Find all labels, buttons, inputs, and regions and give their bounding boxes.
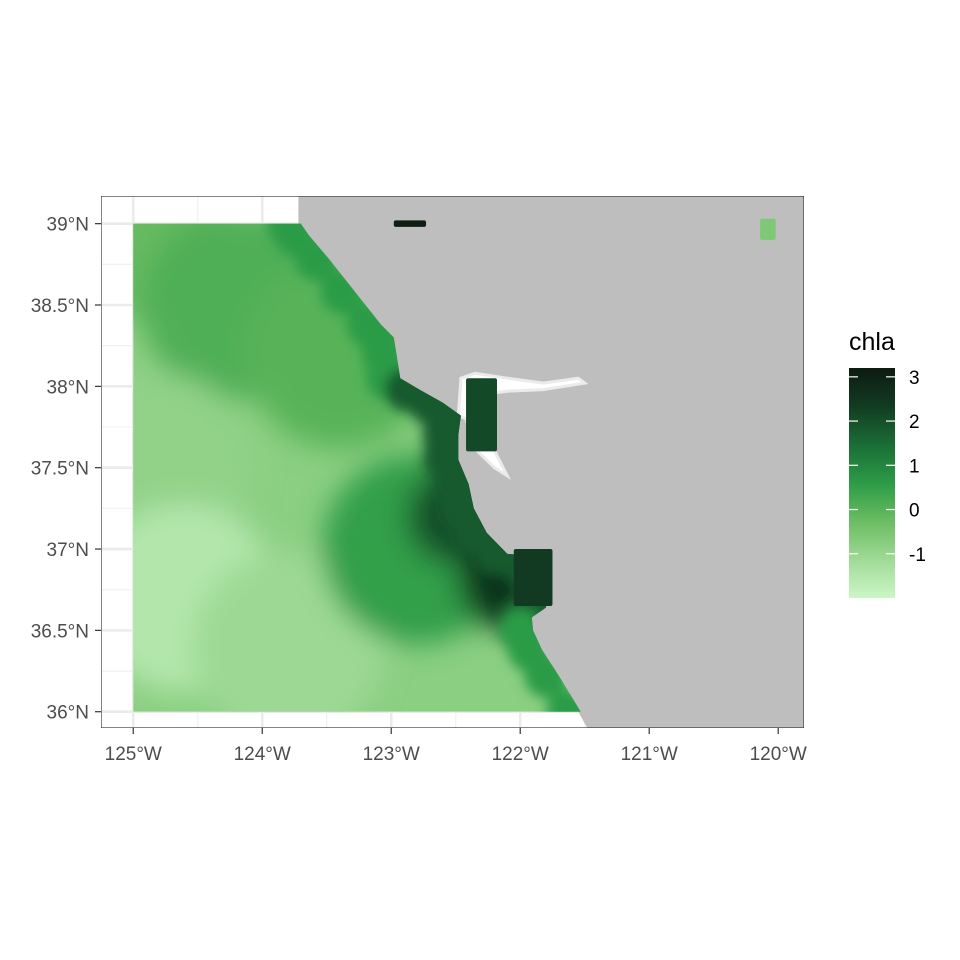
y-tick-label: 38°N xyxy=(47,377,89,398)
legend-label: 0 xyxy=(909,501,920,522)
land-polygon xyxy=(298,196,804,728)
x-tick-label: 121°W xyxy=(621,744,678,765)
legend-title: chla xyxy=(849,328,895,356)
x-tick-label: 123°W xyxy=(363,744,420,765)
x-axis: 125°W 124°W 123°W 122°W 121°W 120°W xyxy=(105,728,807,765)
y-tick-label: 39°N xyxy=(47,215,89,236)
y-tick-label: 37°N xyxy=(47,540,89,561)
x-tick-label: 122°W xyxy=(492,744,549,765)
legend-colorbar xyxy=(849,368,895,598)
monterey-bay xyxy=(513,549,553,606)
x-tick-label: 120°W xyxy=(750,744,807,765)
legend-label: 1 xyxy=(909,456,920,477)
raster-cell xyxy=(193,551,384,712)
san-francisco-bay xyxy=(466,378,498,452)
legend-label: 2 xyxy=(909,412,920,433)
legend-ticks: 3 2 1 0 -1 xyxy=(849,368,926,566)
legend: chla 3 2 1 0 -1 xyxy=(849,328,926,598)
x-tick-label: 125°W xyxy=(105,744,162,765)
chla-features xyxy=(393,218,776,606)
legend-label: 3 xyxy=(909,368,920,389)
x-tick-label: 124°W xyxy=(234,744,291,765)
y-tick-label: 37.5°N xyxy=(31,459,89,480)
y-tick-label: 38.5°N xyxy=(31,296,89,317)
y-tick-label: 36.5°N xyxy=(31,621,89,642)
inland-block-ne xyxy=(760,218,776,240)
y-axis: 36°N 36.5°N 37°N 37.5°N 38°N 38.5°N 39°N xyxy=(31,215,101,724)
tomales-block xyxy=(393,220,427,227)
legend-label: -1 xyxy=(909,545,926,566)
y-tick-label: 36°N xyxy=(47,703,89,724)
map-panel xyxy=(101,196,804,728)
